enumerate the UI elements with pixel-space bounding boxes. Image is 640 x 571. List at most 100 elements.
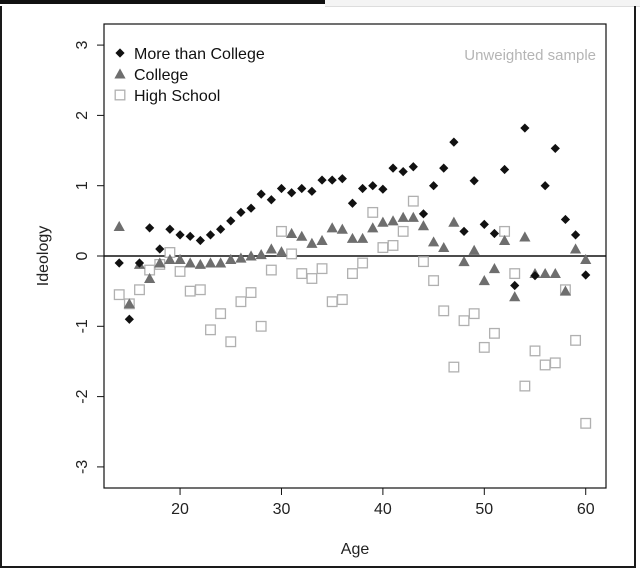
data-point (205, 324, 216, 336)
data-point (418, 209, 429, 219)
data-point (417, 220, 430, 231)
data-point (265, 264, 277, 276)
data-point (408, 162, 418, 172)
data-point (347, 198, 358, 208)
data-point (398, 167, 408, 177)
data-point (519, 380, 531, 392)
data-point (539, 267, 551, 279)
legend-marker (115, 48, 125, 58)
data-point (235, 296, 247, 308)
data-point (407, 211, 419, 222)
data-point (255, 248, 267, 260)
data-point (397, 211, 409, 222)
x-tick-label: 20 (171, 501, 189, 518)
data-point (388, 163, 398, 173)
data-point (530, 271, 540, 281)
sample-note: Unweighted sample (464, 47, 596, 64)
y-tick-label: 1 (74, 181, 91, 190)
data-point (367, 206, 379, 218)
data-point (194, 258, 206, 269)
data-point (296, 268, 308, 280)
data-point (175, 230, 185, 240)
data-point (236, 207, 246, 218)
data-point (134, 284, 145, 296)
data-point (194, 284, 206, 296)
data-point (275, 246, 288, 257)
data-point (134, 258, 145, 268)
x-tick-label: 30 (273, 501, 291, 518)
data-point (297, 183, 307, 194)
data-point (154, 257, 166, 268)
data-point (468, 308, 480, 320)
data-point (407, 195, 419, 207)
y-axis: -3 -2 -1 0 1 2 3 (74, 41, 104, 474)
data-point (458, 315, 470, 327)
data-point (387, 215, 399, 226)
data-point (418, 256, 429, 268)
data-point (155, 244, 165, 254)
data-point (580, 417, 592, 429)
data-point (529, 345, 541, 357)
data-point (498, 234, 511, 246)
data-point (235, 252, 247, 263)
data-point (337, 174, 347, 184)
data-point (427, 236, 440, 247)
data-point (215, 308, 227, 320)
data-point (439, 163, 449, 173)
x-axis: 20 30 40 50 60 (171, 488, 595, 518)
data-point (145, 223, 155, 233)
legend-label: High School (134, 88, 220, 105)
data-point (448, 216, 460, 227)
data-point (397, 225, 409, 237)
y-tick-label: 3 (74, 41, 91, 50)
data-point (549, 357, 561, 369)
data-point (509, 268, 521, 280)
top-bar-light-segment (325, 0, 640, 7)
data-point (519, 231, 531, 242)
data-point (479, 219, 489, 229)
data-point (438, 305, 450, 317)
data-point (499, 164, 510, 175)
data-point (113, 220, 125, 231)
data-point (448, 361, 460, 373)
data-point (478, 275, 490, 286)
legend-label: More than College (134, 46, 265, 63)
data-point (581, 270, 591, 280)
data-point (114, 258, 124, 268)
data-point (317, 175, 327, 185)
data-point (468, 244, 480, 255)
data-point (296, 230, 308, 241)
data-point (499, 225, 511, 237)
data-point (569, 243, 582, 254)
data-point (326, 222, 338, 233)
legend-marker (114, 68, 126, 79)
data-point (459, 226, 469, 236)
data-point (184, 257, 196, 268)
data-point (326, 296, 338, 308)
data-point (204, 257, 217, 268)
data-point (276, 225, 287, 237)
data-point (549, 267, 561, 279)
data-point (570, 230, 581, 240)
data-point (144, 272, 156, 283)
data-point (438, 241, 450, 253)
data-point (357, 257, 369, 269)
data-point (377, 216, 389, 227)
data-point (286, 248, 298, 260)
y-tick-label: 0 (74, 251, 91, 260)
data-point (488, 263, 501, 274)
data-point (478, 341, 490, 353)
x-tick-label: 60 (577, 501, 595, 518)
data-point (225, 253, 237, 264)
data-point (488, 327, 500, 339)
data-point (469, 176, 479, 186)
y-tick-label: -3 (74, 460, 91, 474)
data-point (245, 250, 257, 261)
y-axis-title: Ideology (35, 226, 52, 287)
data-point (347, 268, 358, 280)
data-point (124, 314, 134, 324)
data-point (367, 222, 379, 233)
data-point (550, 143, 560, 154)
data-point (266, 195, 276, 205)
data-point (255, 320, 267, 332)
